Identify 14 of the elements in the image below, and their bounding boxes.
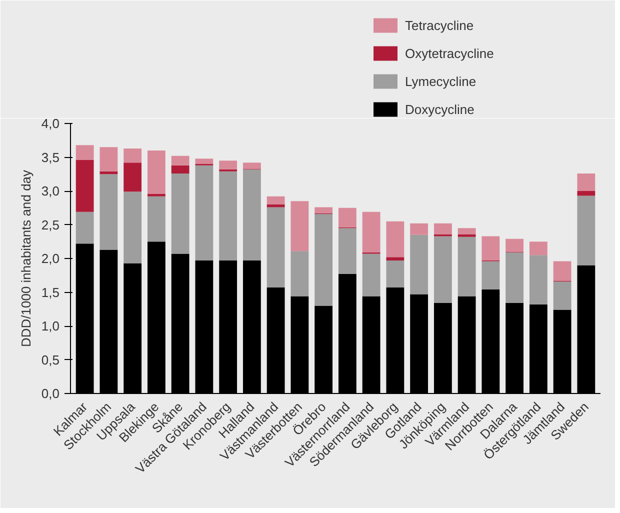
y-tick-label: 4,0 [41, 116, 60, 131]
y-tick-label: 2,5 [41, 217, 60, 232]
y-tick-label: 3,5 [41, 150, 60, 165]
legend-label: Doxycycline [405, 102, 474, 116]
legend-label: Tetracycline [405, 18, 474, 32]
y-tick-label: 2,0 [41, 251, 60, 266]
y-tick-label: 0,0 [41, 386, 60, 401]
y-tick-label: 0,5 [41, 352, 60, 368]
legend-label: Lymecycline [405, 74, 476, 88]
y-tick-label: 3,0 [41, 184, 60, 198]
y-tick-label: 1,0 [41, 318, 60, 334]
y-tick-label: 1,5 [41, 284, 60, 300]
legend-label: Oxytetracycline [405, 46, 494, 60]
y-axis-title: DDD/1000 inhabitants and day [18, 169, 34, 348]
